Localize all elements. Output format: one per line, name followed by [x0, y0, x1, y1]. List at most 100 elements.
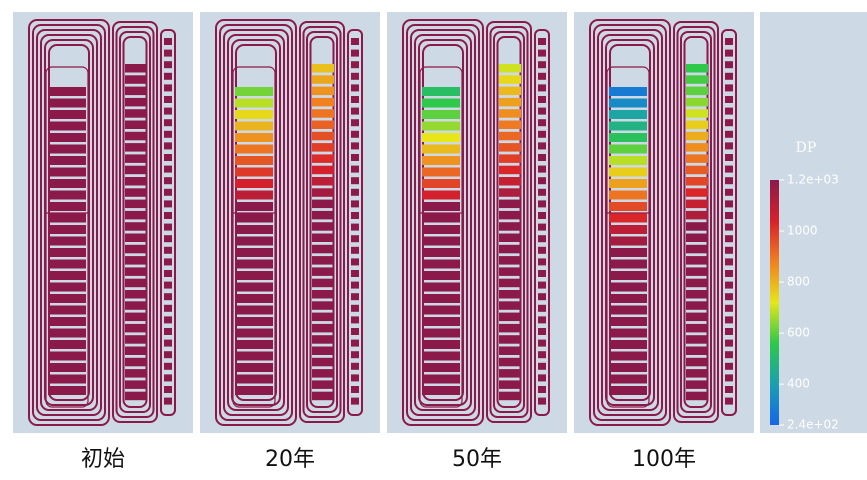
- disc-block: [609, 167, 647, 177]
- disc-block: [499, 86, 521, 96]
- disc-block: [422, 351, 460, 361]
- disc-block: [48, 213, 86, 223]
- spacer-block: [351, 246, 359, 254]
- disc-block: [48, 98, 86, 108]
- disc-block: [686, 222, 708, 231]
- spacer-block: [164, 72, 172, 80]
- spacer-block: [725, 270, 733, 277]
- panel: [387, 12, 567, 433]
- spacer-block: [725, 223, 733, 231]
- spacer-block: [538, 96, 546, 103]
- winding-outline: [299, 21, 345, 423]
- disc-block: [312, 278, 334, 288]
- spacer-block: [725, 212, 733, 219]
- disc-block: [686, 369, 708, 378]
- spacer-block: [725, 351, 733, 359]
- spacer-block: [725, 38, 733, 45]
- disc-block: [609, 133, 647, 142]
- disc-block: [125, 64, 147, 73]
- spacer-block: [538, 107, 546, 115]
- disc-block: [686, 312, 708, 322]
- spacer-block: [164, 246, 172, 254]
- spacer-block: [538, 362, 546, 370]
- disc-block: [125, 222, 147, 231]
- spacer-block: [725, 316, 733, 324]
- disc-block: [499, 267, 521, 276]
- colorbar-title: DP: [796, 140, 817, 156]
- spacer-block: [164, 49, 172, 57]
- disc-block: [312, 131, 334, 141]
- spacer-block: [725, 96, 733, 103]
- spacer-block: [538, 223, 546, 231]
- disc-block: [499, 346, 521, 355]
- disc-block: [235, 98, 273, 108]
- disc-block: [48, 202, 86, 211]
- disc-block: [609, 248, 647, 257]
- disc-block: [312, 335, 334, 344]
- panel-background: [574, 12, 754, 433]
- spacer-block: [725, 304, 733, 312]
- disc-block: [686, 97, 708, 107]
- disc-block: [499, 131, 521, 141]
- spacer-block: [725, 107, 733, 115]
- winding-outline: [414, 34, 472, 411]
- disc-block: [422, 340, 460, 349]
- disc-block: [499, 312, 521, 322]
- disc-block: [686, 323, 708, 333]
- disc-block: [125, 323, 147, 333]
- disc-block: [125, 120, 147, 129]
- spacer-block: [725, 188, 733, 196]
- spacer-block: [164, 362, 172, 370]
- disc-block: [48, 259, 86, 269]
- disc-block: [48, 225, 86, 234]
- disc-block: [422, 156, 460, 165]
- disc-block: [422, 167, 460, 177]
- spacer-block: [351, 119, 359, 127]
- disc-block: [686, 199, 708, 209]
- spacer-block: [351, 84, 359, 92]
- winding-outline: [489, 26, 529, 418]
- spacer-block: [725, 374, 733, 382]
- disc-block: [125, 369, 147, 378]
- disc-block: [609, 317, 647, 326]
- disc-block: [422, 363, 460, 372]
- disc-block: [125, 380, 147, 389]
- spacer-block: [725, 142, 733, 150]
- winding-outline: [721, 29, 737, 416]
- disc-block: [125, 143, 147, 152]
- disc-block: [609, 305, 647, 315]
- spacer-block: [164, 154, 172, 161]
- spacer-block: [725, 339, 733, 347]
- spacer-block: [164, 165, 172, 173]
- winding-outline: [160, 29, 176, 416]
- spacer-block: [725, 165, 733, 173]
- disc-block: [125, 244, 147, 254]
- spacer-block: [538, 130, 546, 138]
- disc-block: [499, 64, 521, 73]
- disc-block: [312, 256, 334, 265]
- disc-block: [422, 305, 460, 315]
- disc-block: [235, 271, 273, 280]
- disc-block: [48, 317, 86, 326]
- disc-block: [125, 290, 147, 299]
- disc-block: [235, 202, 273, 211]
- spacer-block: [164, 374, 172, 382]
- winding-outline: [676, 26, 716, 418]
- disc-block: [609, 156, 647, 165]
- winding-outline: [40, 34, 98, 411]
- disc-block: [125, 357, 147, 367]
- disc-block: [686, 154, 708, 163]
- disc-block: [686, 64, 708, 73]
- disc-block: [125, 256, 147, 265]
- colorbar-tick-label: 1000: [787, 224, 818, 238]
- panel-label: 100年: [632, 447, 696, 472]
- disc-block: [312, 75, 334, 84]
- spacer-block: [725, 84, 733, 92]
- spacer-block: [538, 328, 546, 335]
- disc-block: [686, 131, 708, 141]
- winding-outline: [215, 19, 297, 426]
- disc-block: [422, 282, 460, 292]
- disc-block: [686, 177, 708, 186]
- disc-block: [686, 143, 708, 152]
